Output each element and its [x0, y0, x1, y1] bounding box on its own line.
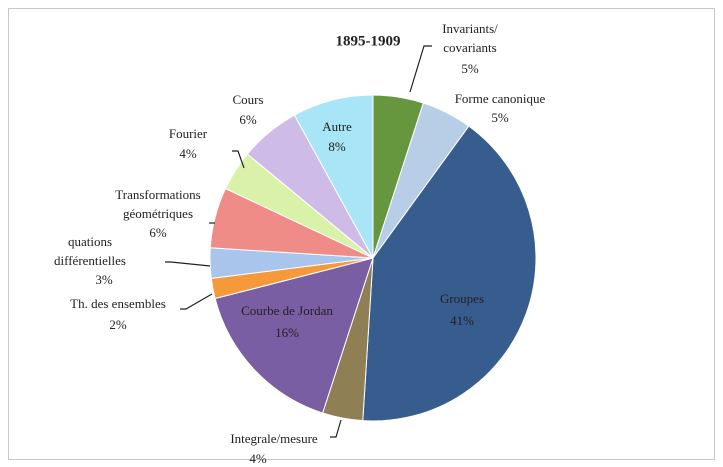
slice-label: Invariants/covariants: [442, 21, 498, 55]
slice-value-label: 5%: [461, 61, 479, 76]
slice-label: Fourier: [169, 126, 208, 141]
slice-label: Groupes: [440, 291, 484, 306]
slice-label: Forme canonique: [455, 91, 546, 106]
pie-slice: [293, 94, 374, 259]
slice-value-label: 41%: [450, 313, 474, 328]
pie-slice: [362, 125, 537, 422]
slice-label: quations différentielles: [54, 234, 126, 268]
slice-label: Transformations géométriques: [115, 187, 200, 221]
slice-value-label: 8%: [328, 139, 346, 154]
slice-label: Courbe de Jordan: [241, 303, 333, 318]
slice-value-label: 6%: [149, 225, 167, 240]
leader-line: [409, 45, 432, 93]
leader-line: [165, 261, 211, 267]
slice-label: Cours: [232, 92, 263, 107]
slice-value-label: 2%: [109, 317, 127, 332]
pie-slice: [214, 257, 374, 414]
slice-label: Integrale/mesure: [230, 431, 318, 446]
slice-value-label: 4%: [249, 451, 267, 466]
slice-value-label: 3%: [95, 272, 113, 287]
slice-label: Th. des ensembles: [70, 296, 166, 311]
slice-value-label: 16%: [275, 325, 299, 340]
slice-value-label: 5%: [491, 110, 509, 125]
chart-title: 1895-1909: [336, 33, 401, 49]
leader-line: [232, 150, 245, 169]
leader-line: [180, 293, 213, 310]
leader-line: [330, 419, 342, 438]
slice-value-label: 4%: [179, 146, 197, 161]
slice-label: Autre: [322, 119, 352, 134]
slice-value-label: 6%: [239, 112, 257, 127]
